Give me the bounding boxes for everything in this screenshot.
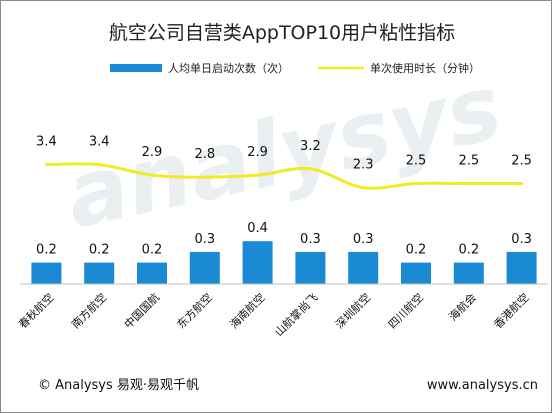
x-tick-label: 东方航空: [174, 290, 215, 331]
bar: [348, 251, 379, 284]
footer-left: © Analysys 易观·易观千帆: [38, 378, 199, 393]
x-tick-label: 深圳航空: [332, 290, 373, 331]
x-tick-label: 四川航空: [385, 290, 426, 331]
x-tick-label: 南方航空: [68, 290, 109, 331]
bar-data-label: 0.2: [89, 243, 110, 258]
line-data-label: 3.4: [36, 135, 57, 150]
line-data-label: 2.9: [142, 145, 163, 160]
bar: [137, 262, 167, 284]
line-data-label: 2.3: [353, 158, 374, 173]
legend-bar-label: 人均单日启动次数（次）: [168, 61, 289, 75]
bar: [295, 251, 326, 284]
bar-data-label: 0.3: [300, 232, 321, 247]
line-data-label: 2.5: [511, 154, 532, 169]
bar: [453, 262, 484, 284]
bar-data-label: 0.3: [194, 232, 215, 247]
watermark: analysys: [57, 55, 510, 249]
bar-data-label: 0.4: [247, 221, 268, 236]
x-tick-label: 海航会: [446, 290, 479, 323]
line-data-label: 2.5: [458, 154, 479, 169]
bar-data-label: 0.2: [458, 243, 479, 258]
series-line: [44, 162, 524, 190]
x-tick-label: 春秋航空: [16, 290, 57, 331]
legend-bar-swatch: [110, 64, 162, 72]
line-data-label: 2.8: [194, 147, 215, 162]
bar-data-label: 0.3: [511, 232, 532, 247]
bar-data-label: 0.3: [353, 232, 374, 247]
bar-data-label: 0.2: [142, 243, 163, 258]
bar: [31, 262, 62, 284]
bar: [401, 262, 431, 284]
line-data-label: 2.5: [406, 154, 427, 169]
x-tick-label: 香港航空: [491, 290, 532, 331]
x-tick-label: 中国国航: [121, 290, 162, 331]
legend-line-label: 单次使用时长（分钟）: [370, 61, 480, 75]
footer-right: www.analysys.cn: [427, 378, 538, 393]
legend: 人均单日启动次数（次） 单次使用时长（分钟）: [110, 61, 480, 75]
line-data-label: 3.4: [89, 135, 110, 150]
chart-title: 航空公司自营类AppTOP10用户粘性指标: [109, 22, 455, 44]
bar: [84, 262, 115, 284]
bar: [506, 251, 537, 284]
line-data-label: 2.9: [247, 145, 268, 160]
bar: [242, 241, 273, 284]
bar: [189, 251, 220, 284]
bar-data-label: 0.2: [406, 243, 427, 258]
line-data-label: 3.2: [300, 139, 321, 154]
bar-data-label: 0.2: [36, 243, 57, 258]
x-tick-label: 海南航空: [227, 290, 268, 331]
x-tick-label: 山航掌尚飞: [272, 290, 321, 339]
